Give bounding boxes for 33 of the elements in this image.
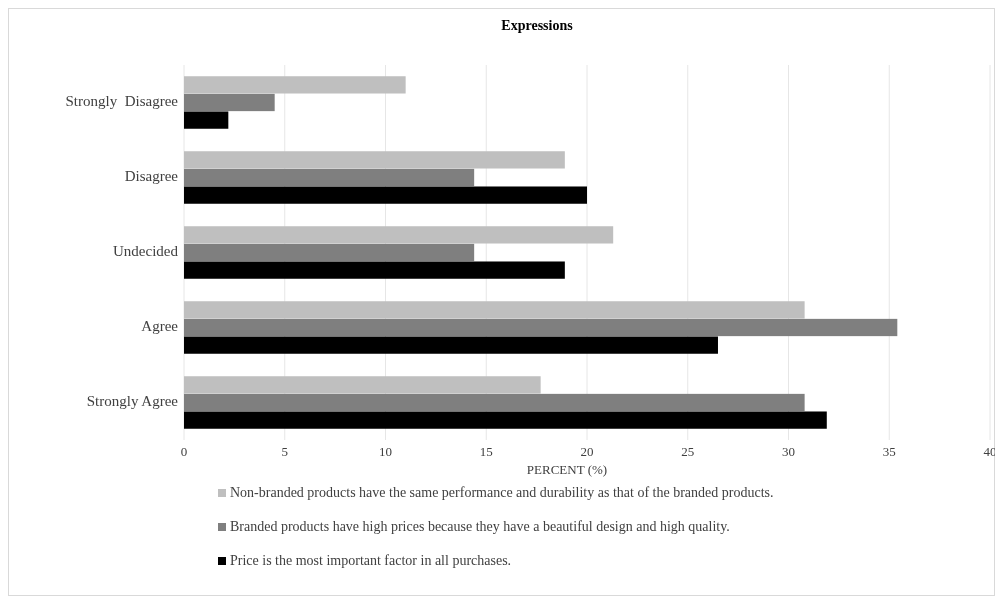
- legend-label: Price is the most important factor in all purchases.: [230, 553, 512, 568]
- bar: [184, 151, 565, 169]
- x-axis-title: PERCENT (%): [526, 462, 608, 477]
- y-tick-label: Strongly Disagree: [65, 92, 179, 109]
- bar: [184, 93, 275, 112]
- bar: [184, 243, 475, 262]
- bar: [184, 76, 406, 94]
- x-tick-label: 15: [479, 444, 493, 459]
- bar: [184, 168, 475, 187]
- bar: [184, 261, 565, 279]
- legend-label: Branded products have high prices because they have a beautiful design and high quality.: [230, 519, 730, 534]
- x-tick-label: 35: [882, 444, 896, 459]
- bar: [184, 301, 805, 319]
- y-tick-label: Agree: [141, 317, 179, 334]
- bar: [184, 111, 229, 129]
- x-tick-label: 30: [782, 444, 795, 459]
- x-tick-label: 10: [379, 444, 392, 459]
- bar: [184, 411, 827, 429]
- x-tick-label: 0: [180, 444, 188, 459]
- bar: [184, 318, 898, 337]
- x-tick-label: 5: [281, 444, 288, 459]
- bar: [184, 376, 541, 394]
- legend-label: Non-branded products have the same performance and durability as that of the branded products.: [230, 485, 774, 500]
- chart-title: Expressions: [501, 18, 574, 33]
- bar: [184, 393, 805, 412]
- bar: [184, 226, 614, 244]
- y-tick-label: Undecided: [113, 242, 179, 259]
- y-tick-label: Disagree: [124, 167, 179, 184]
- x-tick-label: 20: [580, 444, 594, 459]
- y-tick-label: Strongly Agree: [86, 392, 179, 409]
- x-tick-label: 25: [681, 444, 695, 459]
- bar: [184, 186, 587, 204]
- bar: [184, 336, 718, 354]
